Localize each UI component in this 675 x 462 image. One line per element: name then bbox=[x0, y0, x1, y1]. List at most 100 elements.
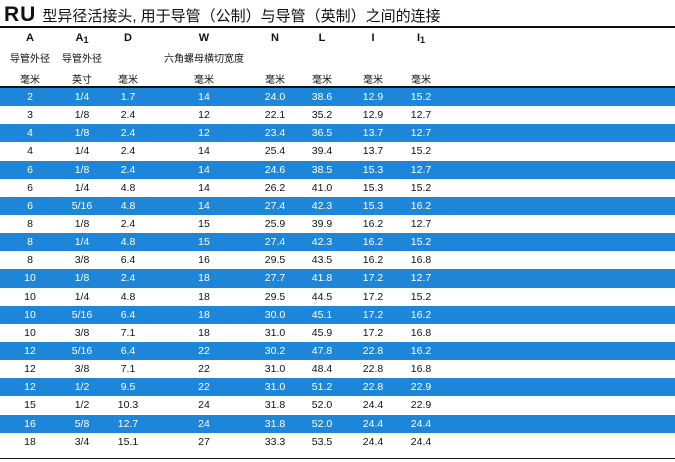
table-cell: 15.3 bbox=[362, 181, 384, 194]
table-cell: 31.0 bbox=[264, 326, 286, 339]
table-cell: 15.2 bbox=[410, 236, 432, 249]
table-row: 10 3/8 7.1 18 31.0 45.9 17.2 16.8 bbox=[0, 324, 675, 342]
table-cell: 1.7 bbox=[120, 91, 136, 103]
table-cell: 4.8 bbox=[120, 199, 136, 212]
table-cell: 12.9 bbox=[362, 109, 384, 122]
table-cell: 16.8 bbox=[410, 363, 432, 376]
table-cell: 27.4 bbox=[264, 199, 286, 212]
table-cell: 2.4 bbox=[120, 127, 136, 140]
table-cell: 15.2 bbox=[410, 91, 432, 103]
table-cell: 29.5 bbox=[264, 290, 286, 303]
table-cell: 15.3 bbox=[362, 163, 384, 176]
table-cell: 4.8 bbox=[120, 236, 136, 249]
table-cell: 22.8 bbox=[362, 363, 384, 376]
table-cell: 22.9 bbox=[410, 381, 432, 394]
table-cell: 2.4 bbox=[120, 272, 136, 285]
column-letter: A1 bbox=[62, 32, 102, 45]
column-letter-text: A bbox=[26, 32, 34, 44]
table-cell: 39.4 bbox=[311, 145, 333, 158]
table-cell: 15.2 bbox=[410, 290, 432, 303]
table-cell: 30.0 bbox=[264, 308, 286, 321]
table-body: 2 1/4 1.7 14 24.0 38.6 12.9 15.2 3 1/8 2.4 12 22.1 35… bbox=[0, 88, 675, 451]
table-cell: 10 bbox=[24, 326, 36, 339]
table-cell: 16.2 bbox=[410, 308, 432, 321]
column-unit: 毫米 bbox=[411, 75, 431, 86]
table-row: 12 5/16 6.4 22 30.2 47.8 22.8 16.2 bbox=[0, 341, 675, 361]
table-cell: 16 bbox=[24, 417, 36, 430]
table-cell: 16.2 bbox=[410, 199, 432, 212]
table-cell: 52.0 bbox=[311, 417, 333, 430]
table-cell: 16.2 bbox=[410, 344, 432, 357]
table-cell: 52.0 bbox=[311, 399, 333, 412]
table-cell: 14 bbox=[198, 163, 210, 176]
table-cell: 7.1 bbox=[120, 326, 136, 339]
table-cell: 15.2 bbox=[410, 181, 432, 194]
column-unit: 毫米 bbox=[265, 75, 285, 86]
table-cell: 33.3 bbox=[264, 435, 286, 448]
column-unit: 毫米 bbox=[118, 75, 138, 86]
column-letter-text: W bbox=[198, 32, 210, 44]
table-row: 2 1/4 1.7 14 24.0 38.6 12.9 15.2 bbox=[0, 88, 675, 107]
table-cell: 5/8 bbox=[74, 417, 90, 430]
table-cell: 4.8 bbox=[120, 181, 136, 194]
table-cell: 22.9 bbox=[410, 399, 432, 412]
table-row: 8 1/4 4.8 15 27.4 42.3 16.2 15.2 bbox=[0, 233, 675, 252]
table-cell: 15.1 bbox=[117, 435, 139, 448]
table-cell: 22.8 bbox=[362, 381, 384, 394]
table-cell: 1/4 bbox=[74, 145, 90, 158]
table-row: 8 3/8 6.4 16 29.5 43.5 16.2 16.8 bbox=[0, 251, 675, 269]
table-cell: 13.7 bbox=[362, 127, 384, 140]
table-cell: 3/4 bbox=[74, 435, 90, 448]
table-cell: 15.2 bbox=[410, 145, 432, 158]
table-cell: 1/8 bbox=[74, 109, 90, 122]
table-cell: 24.6 bbox=[264, 163, 286, 176]
table-cell: 10 bbox=[24, 272, 36, 285]
table-cell: 38.5 bbox=[311, 163, 333, 176]
table-cell: 6.4 bbox=[120, 254, 136, 267]
table-cell: 6.4 bbox=[120, 344, 136, 357]
title-text: 型异径活接头, 用于导管（公制）与导管（英制）之间的连接 bbox=[42, 8, 441, 25]
table-cell: 51.2 bbox=[311, 381, 333, 394]
table-cell: 31.8 bbox=[264, 417, 286, 430]
table-cell: 12 bbox=[24, 381, 36, 394]
table-cell: 18 bbox=[24, 435, 36, 448]
table-row: 4 1/8 2.4 12 23.4 36.5 13.7 12.7 bbox=[0, 124, 675, 143]
table-row: 6 5/16 4.8 14 27.4 42.3 15.3 16.2 bbox=[0, 196, 675, 215]
table-cell: 12.7 bbox=[410, 127, 432, 140]
table-cell: 44.5 bbox=[311, 290, 333, 303]
column-unit: 毫米 bbox=[312, 75, 332, 86]
table-cell: 14 bbox=[198, 145, 210, 158]
table-cell: 3/8 bbox=[74, 363, 90, 376]
table-cell: 24 bbox=[198, 417, 210, 430]
table-cell: 53.5 bbox=[311, 435, 333, 448]
table-cell: 18 bbox=[198, 326, 210, 339]
column-letter: I bbox=[353, 32, 393, 44]
table-cell: 17.2 bbox=[362, 326, 384, 339]
table-row: 3 1/8 2.4 12 22.1 35.2 12.9 12.7 bbox=[0, 106, 675, 124]
table-cell: 39.9 bbox=[311, 217, 333, 230]
table-cell: 10.3 bbox=[117, 399, 139, 412]
table-cell: 15.3 bbox=[362, 199, 384, 212]
column-unit: 毫米 bbox=[194, 75, 214, 86]
column-letter-text: I bbox=[371, 32, 375, 44]
table-cell: 42.3 bbox=[311, 199, 333, 212]
table-cell: 6.4 bbox=[120, 308, 136, 321]
table-cell: 31.0 bbox=[264, 363, 286, 376]
table-cell: 6 bbox=[27, 181, 33, 194]
table-cell: 16 bbox=[198, 254, 210, 267]
table-cell: 43.5 bbox=[311, 254, 333, 267]
table-cell: 1/8 bbox=[74, 272, 90, 285]
table-cell: 3 bbox=[27, 109, 33, 122]
table-cell: 35.2 bbox=[311, 109, 333, 122]
table-row: 18 3/4 15.1 27 33.3 53.5 24.4 24.4 bbox=[0, 433, 675, 451]
table-cell: 8 bbox=[27, 217, 33, 230]
table-cell: 1/4 bbox=[74, 290, 90, 303]
column-unit: 毫米 bbox=[363, 75, 383, 86]
table-row: 10 1/8 2.4 18 27.7 41.8 17.2 12.7 bbox=[0, 269, 675, 288]
table-row: 16 5/8 12.7 24 31.8 52.0 24.4 24.4 bbox=[0, 414, 675, 433]
table-cell: 1/2 bbox=[74, 399, 90, 412]
table-cell: 45.9 bbox=[311, 326, 333, 339]
table-cell: 1/8 bbox=[74, 127, 90, 140]
table-cell: 24.4 bbox=[362, 417, 384, 430]
table-cell: 24.4 bbox=[362, 399, 384, 412]
